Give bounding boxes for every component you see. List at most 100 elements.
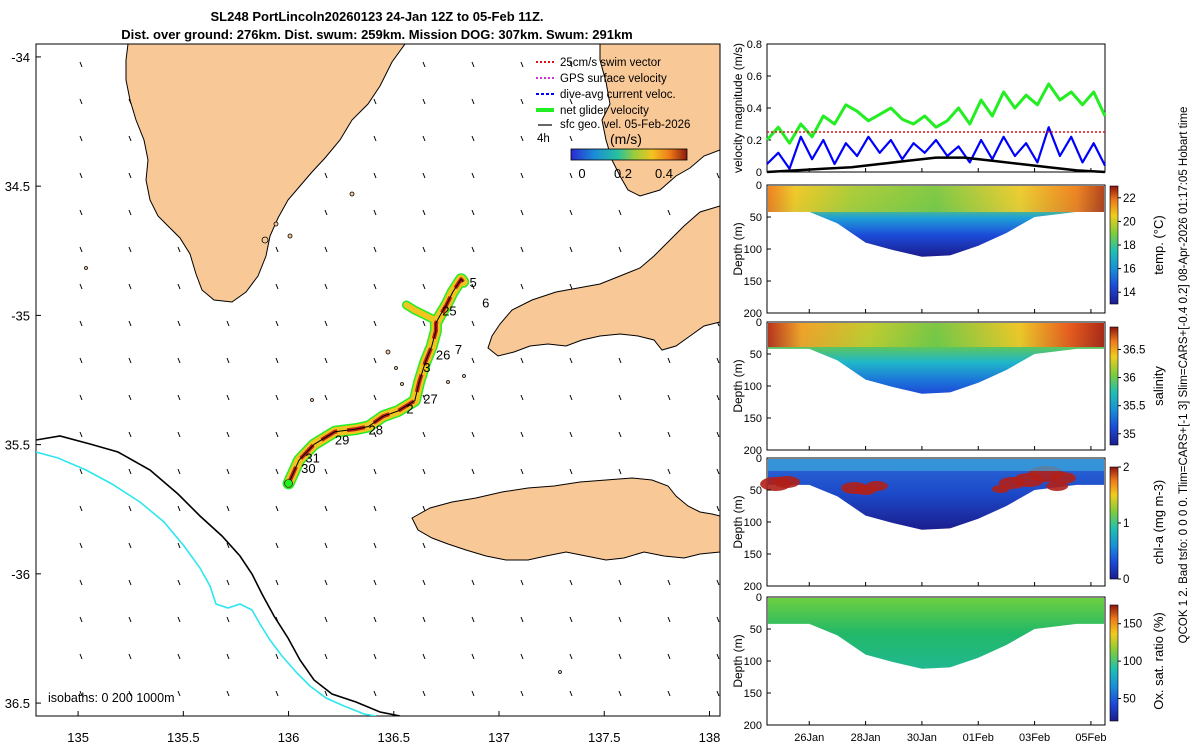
map-xtick-label: 137.5 [588,730,621,745]
map-xtick-label: 136 [278,730,300,745]
cbar-tick-label: 1 [1123,518,1129,530]
sfc-vel-arrow [422,172,426,179]
sfc-vel-arrow [618,653,622,660]
sfc-vel-arrow [79,542,83,549]
sfc-vel-arrow [128,579,132,586]
sfc-vel-arrow [716,468,720,475]
chl-maximum-patch [865,481,888,491]
sfc-vel-arrow [471,135,475,142]
sfc-vel-arrow [422,98,426,105]
sfc-vel-arrow [569,616,573,623]
sfc-vel-arrow [520,61,524,68]
isobaths-label: isobaths: 0 200 1000m [48,691,174,705]
depth-tick-label: 200 [744,720,762,732]
sfc-vel-arrow [520,98,524,105]
sfc-vel-arrow [716,690,720,697]
sfc-vel-arrow [177,394,181,401]
chl-maximum-patch [773,476,800,488]
chlorophyll-panel: Depth (m) 0 1 2 chl-a (mg m-3) [731,457,1166,587]
sfc-vel-arrow [275,283,279,290]
sfc-vel-arrow [373,209,377,216]
day-label: 30 [301,461,315,476]
sfc-vel-arrow [79,505,83,512]
glider-track [282,273,470,490]
sfc-vel-arrow [275,246,279,253]
cbar-tick-label: 36.5 [1123,344,1145,356]
sfc-vel-arrow [422,209,426,216]
sfc-vel-arrow [373,468,377,475]
sfc-vel-arrow [324,579,328,586]
sfc-vel-arrow [520,579,524,586]
oxygen-field [768,598,1104,669]
sfc-vel-arrow [716,616,720,623]
sfc-vel-arrow [520,135,524,142]
day-label: 26 [436,347,450,362]
sfc-vel-arrow [471,98,475,105]
sfc-vel-arrow [275,653,279,660]
sfc-vel-arrow [471,357,475,364]
sfc-vel-arrow [128,394,132,401]
map-cbar-tick-0: 0 [578,166,585,181]
cbar-tick-label: 35 [1123,429,1136,441]
sfc-vel-arrow [471,394,475,401]
time-tick-label: 26Jan [794,732,824,744]
sfc-vel-arrow [618,690,622,697]
depth-tick-label: 0 [756,317,762,329]
temperature-cbar-label: temp. (°C) [1151,215,1166,274]
sfc-vel-arrow [128,690,132,697]
day-label: 25 [442,303,456,318]
sfc-vel-arrow [422,246,426,253]
oxygen-panel: Depth (m) 50 100 150 Ox. sat. ratio (%) [731,596,1166,726]
sfc-vel-arrow [275,357,279,364]
sfc-vel-arrow [716,394,720,401]
sfc-vel-arrow [324,320,328,327]
cbar-tick-label: 2 [1123,462,1129,474]
sfc-vel-arrow [520,283,524,290]
sfc-vel-arrow [569,653,573,660]
sfc-vel-arrow [373,246,377,253]
sfc-vel-arrow [422,542,426,549]
map-xtick-label: 138 [699,730,721,745]
day-label: 7 [455,342,462,357]
sfc-vel-arrow [373,172,377,179]
map-ytick-label: 34.5 [5,179,30,194]
time-tick-label: 28Jan [851,732,881,744]
title-line1: SL248 PortLincoln20260123 24-Jan 12Z to … [210,9,543,24]
depth-tick-label: 100 [744,517,762,529]
sfc-vel-arrow [177,690,181,697]
chlorophyll-cbar-ticks: 0 1 2 [1118,462,1129,586]
sfc-vel-arrow [324,394,328,401]
sfc-vel-arrow [128,357,132,364]
sfc-vel-arrow [275,320,279,327]
salinity-ylabel: Depth (m) [731,359,745,412]
sfc-vel-arrow [373,653,377,660]
sfc-vel-arrow [177,616,181,623]
sfc-vel-arrow [128,320,132,327]
oxygen-cbar-label: Ox. sat. ratio (%) [1151,612,1166,710]
sfc-vel-arrow [128,542,132,549]
sfc-vel-arrow [128,468,132,475]
temperature-colorbar [1109,185,1119,305]
day-label: 6 [482,296,489,311]
day-label: 29 [335,433,349,448]
sfc-vel-arrow [275,579,279,586]
sfc-vel-arrow [373,135,377,142]
sfc-vel-arrow [569,579,573,586]
sfc-vel-arrow [275,505,279,512]
sfc-vel-arrow [226,505,230,512]
sfc-vel-arrow [79,320,83,327]
sfc-vel-arrow [471,172,475,179]
sfc-vel-arrow [667,468,671,475]
sfc-vel-arrow [422,468,426,475]
sfc-vel-arrow [422,431,426,438]
map-ytick-label: 36.5 [5,696,30,711]
vel-series-sfc-geo-vel- [766,156,1106,174]
temperature-ylabel: Depth (m) [731,222,745,275]
cbar-tick-label: 14 [1123,287,1136,299]
velocity-series [765,82,1107,174]
sfc-vel-arrow [667,209,671,216]
day-label: 5 [470,275,477,290]
map-xtick-label: 136.5 [378,730,411,745]
day-label: 3 [423,360,430,375]
cbar-tick-label: 50 [1123,694,1136,706]
